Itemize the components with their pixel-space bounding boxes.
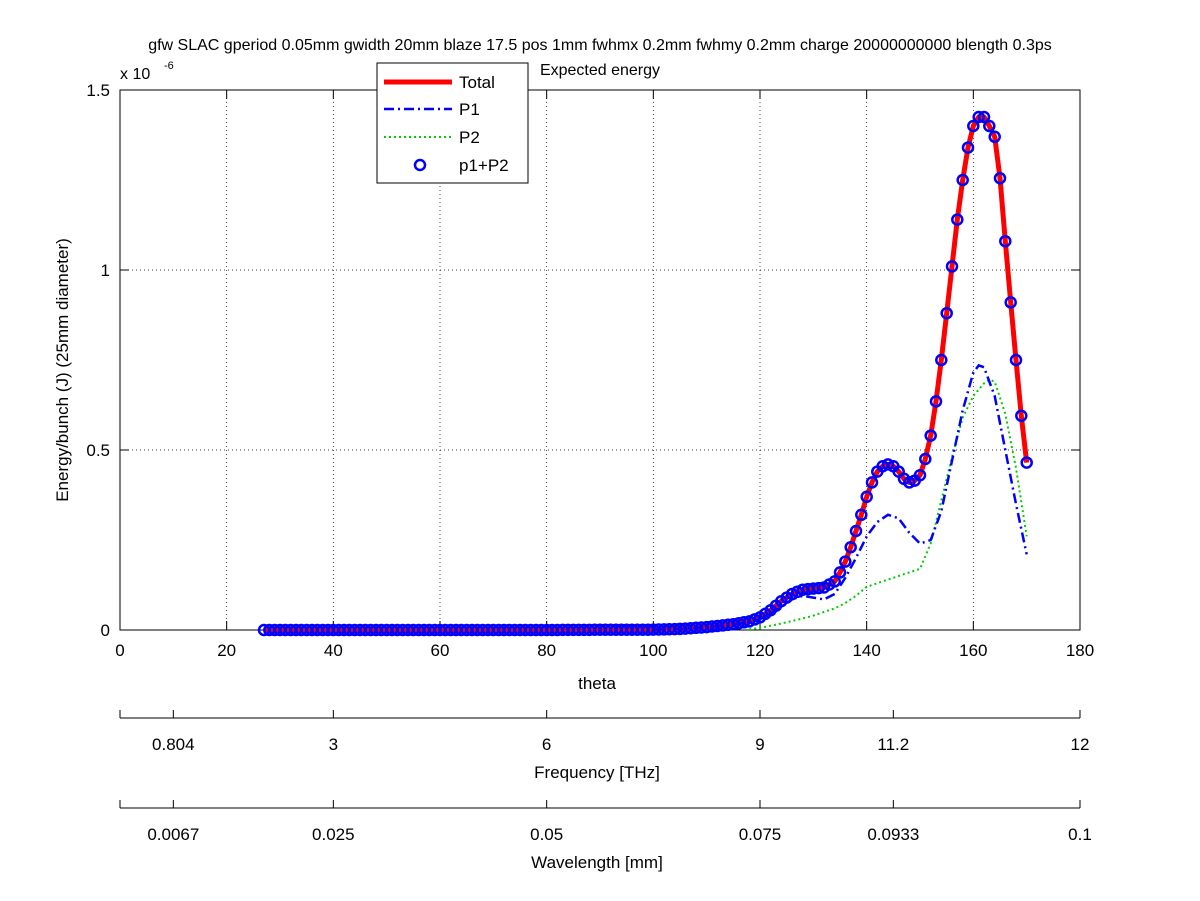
legend-label: Total [459,73,495,92]
series-marker-p1-plus-p2 [839,555,852,568]
series-marker-p1-plus-p2 [860,490,873,504]
x-tick-label: 120 [746,641,774,660]
y-exponent-power: -6 [164,60,174,72]
frequency-tick-label: 0.804 [152,735,195,754]
series-marker-p1-plus-p2 [951,213,964,226]
plot-area: 0 20 40 60 80 100 120 140 160 180 0 0.5 1 1.5 [86,81,1094,660]
legend-label: P1 [459,100,480,119]
series-marker-p1-plus-p2 [855,508,868,522]
y-tick-label: 1.5 [86,81,110,100]
y-exponent-base: x 10 [120,66,150,83]
series-marker-p1-plus-p2 [961,141,975,154]
y-axis-label: Energy/bunch (J) (25mm diameter) [53,238,72,502]
x-tick-label: 20 [217,641,236,660]
x-tick-label: 80 [537,641,556,660]
wavelength-axis: 0.0067 0.025 0.05 0.075 0.0933 0.1 [119,800,1092,844]
series-marker-p1-plus-p2 [828,575,841,588]
series-marker-p1-plus-p2 [812,581,825,595]
series-marker-p1-plus-p2 [929,395,943,408]
series-marker-p1-plus-p2 [1015,409,1028,423]
wavelength-tick-label: 0.1 [1068,825,1092,844]
x-tick-label: 100 [639,641,667,660]
y-exponent-label: x 10 -6 [120,60,174,83]
frequency-axis-label: Frequency [THz] [534,763,660,782]
series-marker-p1-plus-p2 [903,476,916,489]
series-marker-p1-plus-p2 [1020,456,1033,469]
series-marker-p1-plus-p2 [865,476,879,489]
x-tick-label: 180 [1066,641,1094,660]
x-tick-label: 60 [431,641,450,660]
wavelength-tick-label: 0.075 [739,825,782,844]
series-marker-p1-plus-p2 [967,119,980,133]
wavelength-tick-label: 0.05 [530,825,563,844]
frequency-axis: 0.804 3 6 9 11.2 12 [119,710,1090,754]
chart-title-line2: Expected energy [540,62,660,79]
legend-swatch-p1-plus-p2 [413,158,427,172]
series-marker-p1-plus-p2 [983,119,996,133]
y-tick-label: 0 [101,621,110,640]
plot-frame [119,89,1081,631]
wavelength-tick-label: 0.0067 [147,825,199,844]
wavelength-tick-label: 0.025 [312,825,355,844]
series-marker-p1-plus-p2 [956,173,969,187]
frequency-tick-label: 9 [755,735,764,754]
series-marker-p1-plus-p2 [737,616,751,629]
x-axis-label: theta [578,674,616,693]
frequency-tick-label: 11.2 [877,735,909,754]
series-marker-p1-plus-p2 [988,130,1001,144]
series-marker-p1-plus-p2 [993,171,1007,185]
series-marker-p1-plus-p2 [833,566,847,579]
y-tick-label: 0.5 [86,441,110,460]
y-tick-label: 1 [101,261,110,280]
chart-title-line1: gfw SLAC gperiod 0.05mm gwidth 20mm blaz… [148,37,1052,54]
series-marker-p1-plus-p2 [844,540,857,554]
frequency-tick-label: 12 [1071,735,1090,754]
series-marker-p1-plus-p2 [913,468,927,482]
series-marker-p1-plus-p2 [919,452,932,466]
x-tick-label: 160 [959,641,987,660]
series-marker-p1-plus-p2 [924,429,937,442]
series-marker-p1-plus-p2 [972,110,985,124]
series-marker-p1-plus-p2 [1009,353,1023,367]
frequency-tick-label: 3 [329,735,338,754]
series-marker-p1-plus-p2 [999,234,1012,248]
x-tick-label: 0 [115,641,124,660]
x-tick-label: 140 [852,641,880,660]
wavelength-axis-label: Wavelength [mm] [531,853,663,872]
series-marker-p1-plus-p2 [977,110,991,124]
series-marker-p1-plus-p2 [935,353,948,367]
legend-label: P2 [459,128,480,147]
legend: Total P1 P2 p1+P2 [376,62,529,184]
series-marker-p1-plus-p2 [945,260,959,273]
series-marker-p1-plus-p2 [940,306,953,320]
series-marker-p1-plus-p2 [1004,296,1017,309]
legend-label: p1+P2 [459,156,509,175]
x-tick-label: 40 [324,641,343,660]
frequency-tick-label: 6 [542,735,551,754]
wavelength-tick-label: 0.0933 [867,825,919,844]
series-marker-p1-plus-p2 [849,524,863,538]
